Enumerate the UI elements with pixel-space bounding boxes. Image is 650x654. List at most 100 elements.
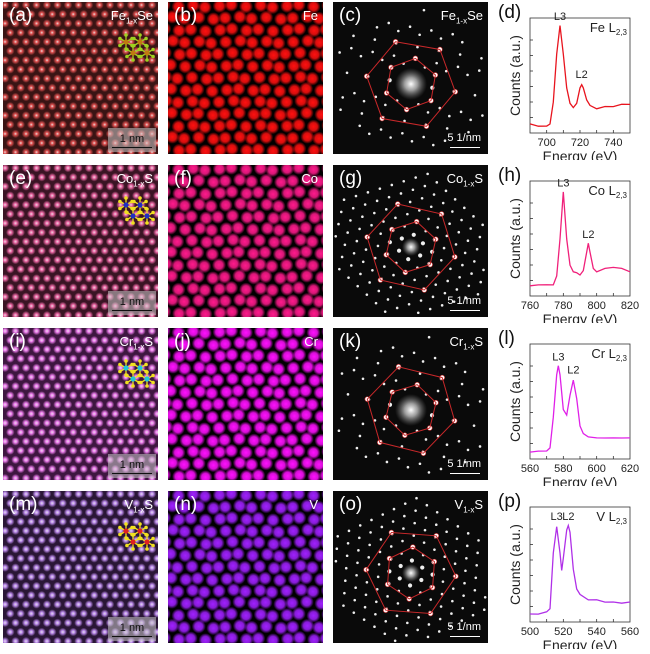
diffraction-spot [467, 284, 470, 287]
atom-column [11, 256, 20, 265]
atom-column [43, 293, 52, 302]
diffraction-spot [365, 455, 368, 458]
diffraction-spot [440, 259, 443, 262]
y-axis-label: Counts (a.u.) [507, 198, 523, 279]
atom-column [16, 591, 25, 600]
map-spot [259, 499, 273, 513]
atom-column [95, 111, 104, 120]
diffraction-spot [461, 264, 464, 267]
atom-column [53, 600, 62, 609]
diffraction-spot [413, 351, 416, 354]
atom-column [16, 283, 25, 292]
atom-column [6, 265, 15, 274]
element-label: Cr [304, 334, 318, 349]
atom-column [48, 228, 57, 237]
atom-column [53, 74, 62, 83]
atom-column [53, 130, 62, 139]
atom-column [121, 410, 130, 419]
atom-column [32, 182, 41, 191]
atom-column [127, 256, 136, 265]
atom-column [85, 508, 94, 517]
atom-column [90, 283, 99, 292]
atom-column [116, 256, 125, 265]
map-spot [233, 456, 247, 470]
atom-column [53, 93, 62, 102]
map-spot [226, 70, 240, 84]
atom-column [142, 102, 151, 111]
atom-column [27, 120, 36, 129]
diffraction-spot [469, 227, 472, 230]
atom-column [69, 410, 78, 419]
atom-column [142, 65, 151, 74]
atom-column [58, 120, 67, 129]
atom-column [127, 600, 136, 609]
compound-subscript: 1-x [133, 506, 144, 515]
map-spot [231, 221, 245, 235]
atom-column [37, 84, 46, 93]
atom-column [69, 247, 78, 256]
atom-column [22, 219, 31, 228]
atom-column [22, 364, 31, 373]
atom-column [132, 102, 141, 111]
atom-column [32, 237, 41, 246]
atom-column [16, 517, 25, 526]
diffraction-spot [407, 466, 410, 469]
diffraction-spot [470, 272, 473, 275]
map-spot [192, 619, 206, 633]
atom-column [132, 65, 141, 74]
diffraction-spot [427, 218, 430, 221]
atom-column [27, 302, 36, 311]
panel-label: (n) [174, 494, 197, 516]
atom-column [148, 400, 157, 409]
atom-column [27, 554, 36, 563]
atom-column [90, 336, 99, 345]
atom-column [27, 517, 36, 526]
atom-column [6, 228, 15, 237]
atom-column [142, 591, 151, 600]
atom-column [90, 28, 99, 37]
map-spot [191, 106, 205, 120]
atom-column [22, 456, 31, 465]
map-spot [184, 209, 198, 223]
atom-column [58, 573, 67, 582]
map-spot [232, 245, 246, 259]
atom-column [64, 219, 73, 228]
diffraction-spot [474, 576, 477, 579]
atom-column [137, 400, 146, 409]
atom-column [27, 65, 36, 74]
atom-column [79, 210, 88, 219]
atom-column [85, 382, 94, 391]
atom-column [27, 283, 36, 292]
atom-column [37, 354, 46, 363]
map-spot [225, 348, 239, 362]
atom-column [64, 419, 73, 428]
atom-column [106, 527, 115, 536]
atom-column [95, 74, 104, 83]
atom-column [142, 247, 151, 256]
x-axis-label: Energy (eV) [543, 311, 618, 323]
scale-bar [112, 147, 152, 148]
atom-column [32, 19, 41, 28]
diffraction-spot [446, 518, 449, 521]
atom-column [142, 428, 151, 437]
atom-column [64, 293, 73, 302]
atom-column [37, 428, 46, 437]
diffraction-spot [459, 53, 462, 56]
atom-column [100, 210, 109, 219]
atom-column [58, 228, 67, 237]
map-spot [259, 456, 273, 470]
atom-column [16, 247, 25, 256]
atom-column [116, 400, 125, 409]
diffraction-spot [480, 57, 483, 60]
map-spot [292, 118, 306, 132]
atom-column [85, 456, 94, 465]
diffraction-spot [402, 527, 405, 530]
atom-column [6, 536, 15, 545]
diffraction-spot [398, 457, 401, 460]
atom-column [148, 256, 157, 265]
atom-column [32, 256, 41, 265]
atom-column [100, 354, 109, 363]
atom-column [22, 563, 31, 572]
diffraction-spot [433, 193, 436, 196]
